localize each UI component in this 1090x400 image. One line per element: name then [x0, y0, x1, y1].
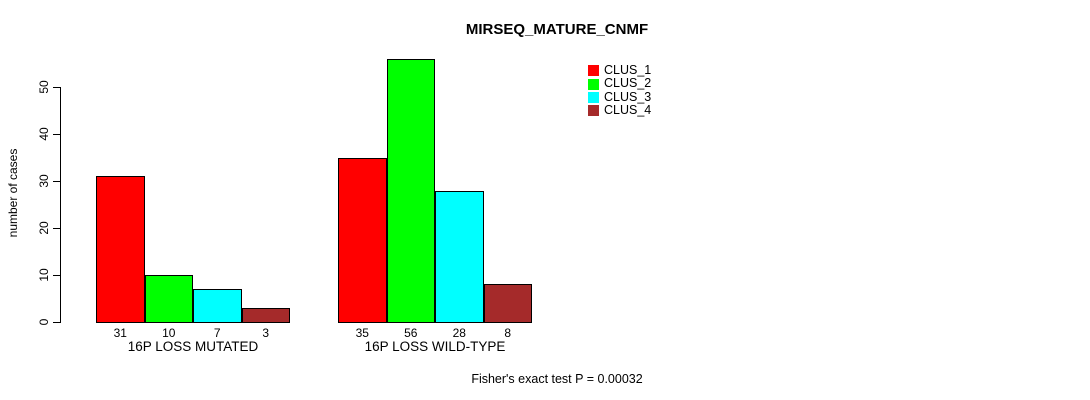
legend-label: CLUS_2 [604, 76, 652, 91]
y-tick-label: 30 [37, 174, 51, 188]
y-tick-label: 0 [37, 318, 51, 326]
bar-value-label: 31 [113, 326, 127, 340]
bar-value-label: 35 [355, 326, 369, 340]
y-axis-line [60, 87, 61, 323]
bar [241, 307, 290, 323]
legend-swatch [588, 105, 599, 117]
chart-title: MIRSEQ_MATURE_CNMF [465, 21, 649, 38]
bar [435, 190, 484, 323]
bar-value-label: 7 [213, 326, 221, 340]
y-tick-label: 40 [37, 127, 51, 141]
bar-value-label: 8 [504, 326, 512, 340]
x-category-label: 16P LOSS MUTATED [127, 339, 259, 354]
legend: CLUS_1 CLUS_2 CLUS_3 CLUS_4 [588, 63, 652, 118]
y-axis-tick [53, 87, 60, 89]
bar [483, 284, 532, 323]
bar-value-label: 10 [162, 326, 176, 340]
legend-item: CLUS_4 [588, 103, 652, 118]
bar [96, 176, 145, 323]
bar [193, 289, 242, 323]
y-tick-label: 20 [37, 221, 51, 235]
x-category-label: 16P LOSS WILD-TYPE [364, 339, 506, 354]
bar-value-label: 56 [404, 326, 418, 340]
legend-label: CLUS_3 [604, 89, 652, 104]
legend-item: CLUS_1 [588, 63, 652, 77]
legend-swatch [588, 78, 599, 90]
bar-value-label: 28 [452, 326, 466, 340]
y-axis-tick [53, 134, 60, 136]
bar-value-label: 3 [262, 326, 270, 340]
bar [144, 275, 193, 323]
legend-label: CLUS_1 [604, 63, 652, 77]
y-tick-label: 10 [37, 268, 51, 282]
y-axis-tick [53, 322, 60, 323]
legend-swatch [588, 91, 599, 103]
bar [338, 157, 387, 323]
legend-item: CLUS_3 [588, 89, 652, 104]
legend-item: CLUS_2 [588, 76, 652, 91]
footnote: Fisher's exact test P = 0.00032 [471, 372, 643, 386]
legend-swatch [588, 65, 599, 77]
legend-label: CLUS_4 [604, 103, 652, 118]
y-axis-tick [53, 228, 60, 230]
y-tick-label: 50 [37, 80, 51, 94]
y-axis-tick [53, 275, 60, 277]
bar [386, 59, 435, 323]
y-axis-tick [53, 181, 60, 183]
